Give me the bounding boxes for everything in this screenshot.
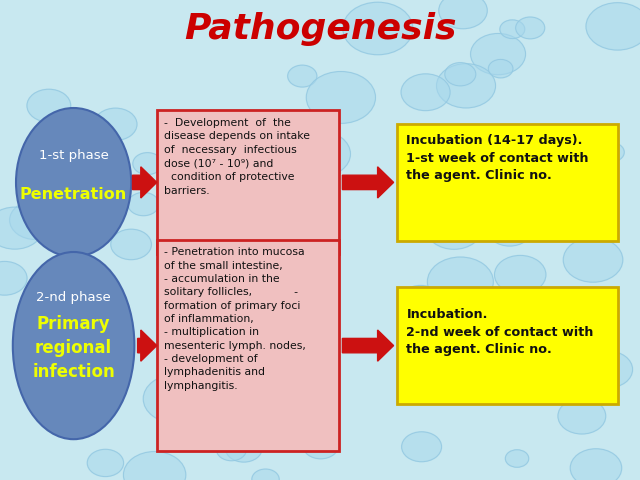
Circle shape	[470, 34, 525, 75]
Circle shape	[111, 229, 152, 260]
Circle shape	[488, 60, 513, 78]
Circle shape	[303, 432, 339, 459]
Circle shape	[287, 65, 317, 87]
Text: Penetration: Penetration	[20, 187, 127, 202]
Circle shape	[398, 286, 443, 319]
Circle shape	[236, 242, 296, 288]
Circle shape	[563, 238, 623, 282]
Circle shape	[538, 330, 583, 364]
Text: regional: regional	[35, 339, 112, 357]
Circle shape	[10, 201, 61, 240]
Text: 2-nd phase: 2-nd phase	[36, 291, 111, 304]
Circle shape	[87, 449, 124, 477]
Circle shape	[307, 72, 376, 123]
FancyArrow shape	[342, 330, 394, 361]
Circle shape	[495, 124, 525, 147]
Circle shape	[458, 142, 503, 176]
Circle shape	[225, 434, 262, 462]
Circle shape	[599, 143, 624, 162]
Circle shape	[495, 255, 546, 294]
Circle shape	[439, 0, 487, 29]
Circle shape	[254, 401, 292, 430]
Circle shape	[426, 207, 482, 249]
FancyArrow shape	[342, 167, 394, 198]
FancyBboxPatch shape	[157, 240, 339, 451]
Circle shape	[133, 153, 162, 175]
Circle shape	[401, 74, 450, 111]
Text: - Penetration into mucosa
of the small intestine,
- accumulation in the
solitary: - Penetration into mucosa of the small i…	[164, 247, 307, 391]
Circle shape	[192, 324, 223, 348]
Circle shape	[128, 192, 159, 216]
FancyBboxPatch shape	[157, 110, 339, 254]
Circle shape	[445, 62, 476, 86]
Circle shape	[560, 361, 604, 394]
Circle shape	[274, 281, 337, 328]
Circle shape	[487, 213, 532, 246]
Text: Primary: Primary	[36, 315, 111, 333]
Circle shape	[506, 450, 529, 468]
Circle shape	[124, 452, 186, 480]
Circle shape	[27, 89, 71, 122]
FancyBboxPatch shape	[397, 287, 618, 404]
Circle shape	[291, 399, 331, 429]
Circle shape	[584, 351, 632, 388]
Text: 1-st phase: 1-st phase	[38, 149, 109, 163]
Text: infection: infection	[32, 363, 115, 381]
Circle shape	[180, 183, 215, 208]
Circle shape	[0, 207, 43, 249]
Circle shape	[216, 438, 246, 461]
Circle shape	[558, 398, 605, 434]
Text: Incubation (14-17 days).
1-st week of contact with
the agent. Clinic no.: Incubation (14-17 days). 1-st week of co…	[406, 134, 589, 182]
Circle shape	[343, 2, 413, 55]
Circle shape	[157, 248, 196, 277]
Text: Pathogenesis: Pathogenesis	[184, 12, 456, 46]
Circle shape	[168, 236, 227, 279]
Circle shape	[289, 131, 351, 177]
Circle shape	[94, 108, 137, 141]
Circle shape	[249, 157, 297, 193]
FancyArrow shape	[138, 330, 157, 361]
FancyBboxPatch shape	[397, 124, 618, 241]
Circle shape	[560, 369, 604, 402]
Circle shape	[143, 374, 208, 423]
FancyArrow shape	[132, 167, 157, 198]
Text: Incubation.
2-nd week of contact with
the agent. Clinic no.: Incubation. 2-nd week of contact with th…	[406, 308, 594, 356]
Circle shape	[570, 449, 621, 480]
Circle shape	[586, 3, 640, 50]
Circle shape	[0, 262, 27, 295]
Text: -  Development  of  the
disease depends on intake
of  necessary  infectious
dose: - Development of the disease depends on …	[164, 118, 310, 196]
Ellipse shape	[16, 108, 131, 257]
Circle shape	[467, 311, 517, 348]
Circle shape	[500, 20, 525, 38]
Circle shape	[252, 469, 279, 480]
Circle shape	[402, 432, 442, 462]
Ellipse shape	[13, 252, 134, 439]
Circle shape	[516, 17, 545, 39]
Circle shape	[436, 64, 495, 108]
Circle shape	[428, 257, 493, 307]
